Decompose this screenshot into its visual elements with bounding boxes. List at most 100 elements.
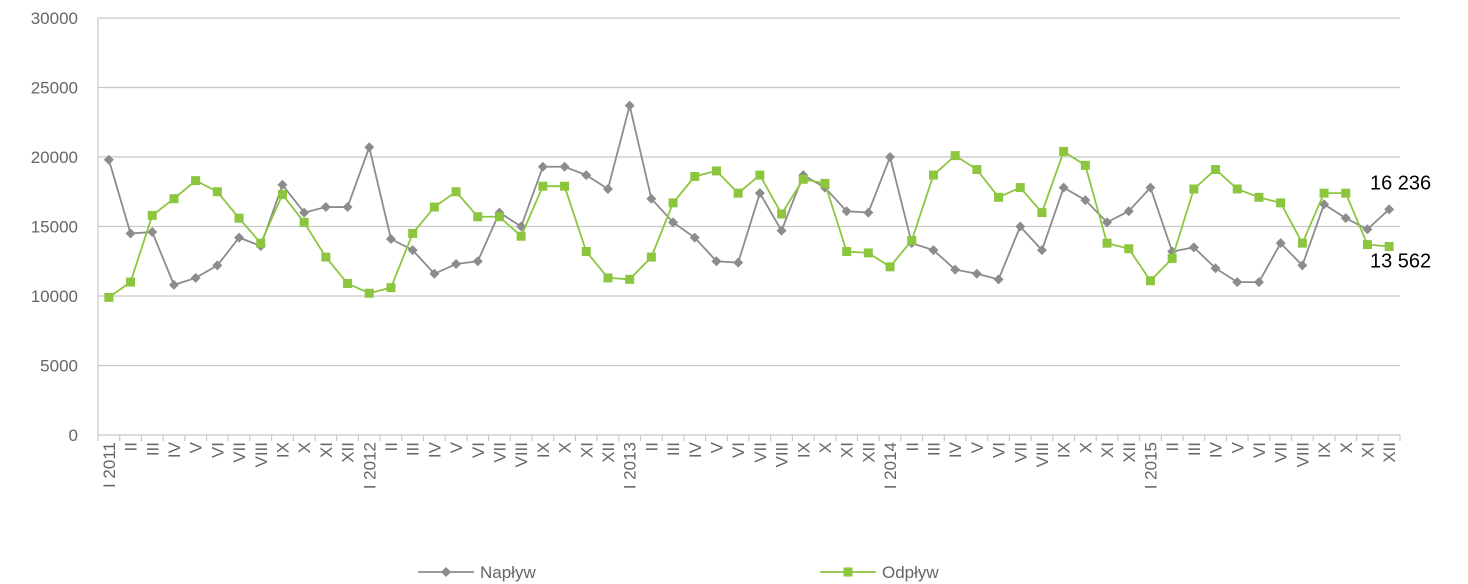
x-tick-label: X xyxy=(1337,442,1356,453)
point xyxy=(168,279,179,290)
point xyxy=(950,151,960,161)
point xyxy=(581,247,591,257)
x-tick-label: XI xyxy=(317,442,336,458)
point xyxy=(364,288,374,298)
point xyxy=(711,256,722,267)
point xyxy=(1211,165,1221,175)
point xyxy=(1275,238,1286,249)
point xyxy=(1102,238,1112,248)
point xyxy=(1058,182,1069,193)
x-tick-label: XI xyxy=(1358,442,1377,458)
point xyxy=(841,206,852,217)
x-tick-label: IV xyxy=(946,441,965,458)
point xyxy=(212,187,222,197)
point xyxy=(1145,182,1156,193)
point xyxy=(1384,204,1395,215)
point xyxy=(1036,245,1047,256)
point xyxy=(1189,184,1199,194)
x-tick-label: XII xyxy=(599,442,618,463)
x-tick-label: XII xyxy=(339,442,358,463)
x-tick-label: XI xyxy=(1098,442,1117,458)
point xyxy=(733,257,744,268)
x-tick-label: I 2013 xyxy=(621,442,640,489)
point xyxy=(950,264,961,275)
point xyxy=(625,274,635,284)
point xyxy=(993,274,1004,285)
point xyxy=(441,567,451,577)
point xyxy=(560,181,570,191)
point xyxy=(104,292,114,302)
point xyxy=(603,273,613,283)
point xyxy=(1341,188,1351,198)
point xyxy=(1297,238,1307,248)
point xyxy=(451,259,462,270)
point xyxy=(646,193,657,204)
point xyxy=(624,100,635,111)
point xyxy=(385,234,396,245)
x-tick-label: II xyxy=(903,442,922,451)
point xyxy=(755,170,765,180)
point xyxy=(147,227,158,238)
point xyxy=(798,174,808,184)
point xyxy=(1123,206,1134,217)
x-tick-label: II xyxy=(382,442,401,451)
point xyxy=(1232,277,1243,288)
x-tick-label: XI xyxy=(838,442,857,458)
point xyxy=(126,277,136,287)
point xyxy=(907,235,917,245)
y-tick-label: 15000 xyxy=(31,218,78,237)
point xyxy=(972,165,982,175)
point xyxy=(602,183,613,194)
point xyxy=(1362,224,1373,235)
point xyxy=(538,181,548,191)
point xyxy=(820,178,830,188)
point xyxy=(1232,184,1242,194)
point xyxy=(1145,276,1155,286)
x-tick-label: X xyxy=(816,442,835,453)
point xyxy=(885,262,895,272)
point xyxy=(1124,244,1134,254)
point xyxy=(863,248,873,258)
point xyxy=(408,228,418,238)
x-tick-label: V xyxy=(1228,441,1247,453)
point xyxy=(169,194,179,204)
point xyxy=(343,278,353,288)
point xyxy=(473,212,483,222)
point xyxy=(147,210,157,220)
point xyxy=(386,283,396,293)
point xyxy=(690,171,700,181)
point xyxy=(1080,160,1090,170)
point xyxy=(1015,183,1025,193)
point xyxy=(191,176,201,186)
x-tick-label: V xyxy=(187,441,206,453)
point xyxy=(299,217,309,227)
data-label: 13 562 xyxy=(1370,250,1431,272)
point xyxy=(537,161,548,172)
series-line xyxy=(108,150,1390,299)
point xyxy=(299,207,310,218)
x-tick-label: VII xyxy=(751,442,770,463)
x-tick-label: VI xyxy=(990,442,1009,458)
x-tick-label: II xyxy=(1163,442,1182,451)
point xyxy=(407,245,418,256)
x-tick-label: V xyxy=(447,441,466,453)
point xyxy=(559,161,570,172)
point xyxy=(971,268,982,279)
point xyxy=(1015,221,1026,232)
point xyxy=(994,192,1004,202)
point xyxy=(234,232,245,243)
legend-label: Napływ xyxy=(480,563,536,582)
data-label: 16 236 xyxy=(1370,172,1431,194)
x-tick-label: IX xyxy=(794,442,813,458)
x-tick-label: XII xyxy=(1120,442,1139,463)
point xyxy=(1276,198,1286,208)
y-tick-label: 30000 xyxy=(31,9,78,28)
point xyxy=(581,170,592,181)
point xyxy=(494,212,504,222)
point xyxy=(472,256,483,267)
y-tick-label: 20000 xyxy=(31,148,78,167)
point xyxy=(516,231,526,241)
point xyxy=(733,188,743,198)
x-tick-label: I 2012 xyxy=(360,442,379,489)
point xyxy=(103,154,114,165)
